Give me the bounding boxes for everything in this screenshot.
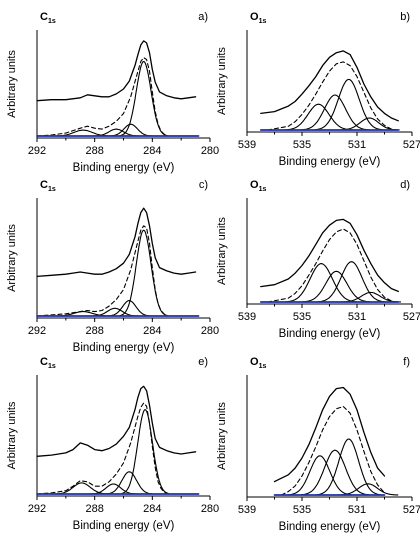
x-tick-label: 539 (238, 504, 256, 516)
panel-label: b) (400, 11, 410, 23)
element-symbol: C (40, 11, 48, 23)
x-tick-label: 535 (293, 139, 311, 151)
panel-c: 292 288 284 280 Binding energy (eV) Arbitrary… (6, 179, 219, 354)
panel-b: 539 535 531 527 Binding energy (eV) Arbitrary… (216, 11, 420, 168)
x-tick-label: 527 (403, 311, 420, 323)
raw-curve (36, 40, 197, 102)
raw-curve (260, 218, 399, 293)
component-curve (119, 229, 168, 317)
element-symbol: O (250, 179, 259, 191)
panel-f: 539 535 531 527 Binding energy (eV) Arbitrary… (216, 356, 420, 533)
element-symbol: O (250, 11, 259, 23)
component-curve (121, 409, 170, 495)
x-tick-label: 527 (403, 504, 420, 516)
x-tick-label: 288 (85, 503, 103, 515)
panel-label: c) (199, 179, 208, 191)
component-curve (316, 438, 382, 496)
element-subscript: 1s (259, 186, 267, 193)
component-curve (285, 263, 358, 303)
element-subscript: 1s (48, 363, 56, 370)
element-label: O1s (250, 356, 266, 370)
y-axis-label: Arbitrary units (6, 401, 18, 469)
x-tick-label: 292 (28, 145, 46, 157)
x-tick-label: 280 (201, 145, 219, 157)
component-curve (284, 103, 353, 131)
element-subscript: 1s (48, 186, 56, 193)
component-curve (53, 482, 110, 495)
x-tick-label: 531 (348, 311, 366, 323)
panel-label: a) (198, 11, 208, 23)
raw-curve (260, 50, 399, 122)
panel-label: f) (403, 356, 410, 368)
panel-a: 292 288 284 280 Binding energy (eV) Arbitrary… (6, 11, 219, 174)
y-axis-label: Arbitrary units (216, 217, 228, 285)
x-tick-label: 280 (201, 325, 219, 337)
x-tick-label: 531 (348, 504, 366, 516)
component-curve (337, 483, 399, 496)
component-curve (287, 455, 353, 496)
x-tick-label: 531 (348, 139, 366, 151)
component-curve (107, 300, 152, 317)
x-axis-label: Binding energy (eV) (73, 520, 175, 532)
panel-e: 292 288 284 280 Binding energy (eV) Arbitrary… (6, 356, 219, 532)
x-axis-label: Binding energy (eV) (279, 521, 381, 533)
y-axis-label: Arbitrary units (216, 47, 228, 115)
x-tick-label: 284 (143, 503, 161, 515)
x-tick-label: 535 (293, 504, 311, 516)
element-subscript: 1s (259, 363, 267, 370)
element-label: O1s (250, 11, 266, 25)
y-axis-label: Arbitrary units (216, 402, 228, 470)
component-curve (119, 60, 168, 137)
component-curve (302, 270, 371, 303)
element-label: C1s (40, 11, 56, 25)
raw-curve (36, 207, 197, 278)
x-tick-label: 539 (238, 311, 256, 323)
element-label: C1s (40, 179, 56, 193)
element-symbol: C (40, 356, 48, 368)
x-tick-label: 539 (238, 139, 256, 151)
element-subscript: 1s (48, 18, 56, 25)
x-tick-label: 535 (293, 311, 311, 323)
component-curve (105, 471, 154, 495)
x-tick-label: 284 (143, 145, 161, 157)
component-curve (300, 94, 370, 131)
x-tick-label: 288 (85, 325, 103, 337)
element-subscript: 1s (259, 18, 267, 25)
envelope-curve (267, 61, 392, 131)
element-symbol: C (40, 179, 48, 191)
x-axis-label: Binding energy (eV) (73, 162, 175, 174)
panel-label: e) (198, 356, 208, 368)
panel-label: d) (400, 179, 410, 191)
envelope-curve (280, 405, 386, 496)
component-curve (314, 78, 383, 131)
x-axis-label: Binding energy (eV) (279, 156, 381, 168)
y-axis-label: Arbitrary units (6, 224, 18, 292)
component-curve (338, 117, 400, 131)
x-tick-label: 288 (85, 145, 103, 157)
component-curve (300, 449, 370, 496)
x-axis-label: Binding energy (eV) (279, 328, 381, 340)
envelope-curve (36, 402, 168, 495)
component-curve (340, 291, 402, 303)
element-symbol: O (250, 356, 259, 368)
x-tick-label: 280 (201, 503, 219, 515)
y-axis-label: Arbitrary units (6, 50, 18, 118)
x-tick-label: 292 (28, 503, 46, 515)
x-axis-label: Binding energy (eV) (73, 342, 175, 354)
raw-curve (273, 386, 386, 483)
element-label: O1s (250, 179, 266, 193)
component-curve (89, 483, 138, 495)
envelope-curve (267, 228, 392, 303)
x-tick-label: 292 (28, 325, 46, 337)
component-curve (108, 123, 153, 137)
panel-d: 539 535 531 527 Binding energy (eV) Arbitrary… (216, 179, 420, 340)
raw-curve (36, 385, 197, 457)
x-tick-label: 284 (143, 325, 161, 337)
x-tick-label: 527 (403, 139, 420, 151)
component-curve (317, 261, 386, 303)
element-label: C1s (40, 356, 56, 370)
